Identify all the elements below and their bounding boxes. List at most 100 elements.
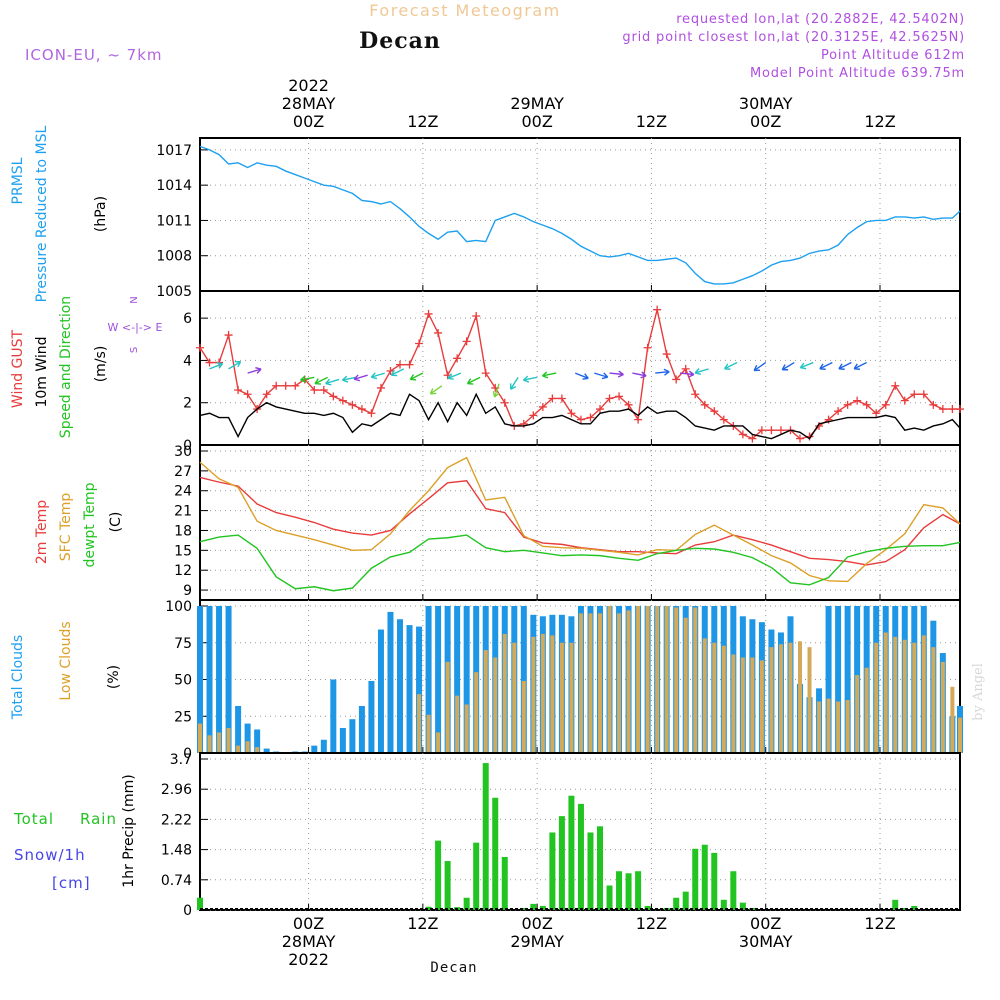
cloud-bar-low (721, 645, 726, 753)
cloud-bar-low (493, 657, 498, 753)
cloud-bar-low (912, 642, 917, 753)
cloud-bar-low (607, 606, 612, 753)
gust-marker (862, 400, 871, 409)
point-altitude: Point Altitude 612m (821, 48, 965, 63)
cloud-bar-low (693, 607, 698, 753)
precip-bar (197, 897, 203, 910)
precip-bar (720, 899, 727, 910)
cloud-bar-low (464, 704, 469, 753)
wind-arrow-head (819, 363, 826, 370)
cloud-bar-low (636, 606, 641, 753)
wind-arrow-head (234, 360, 242, 368)
cloud-bar-low (207, 735, 212, 753)
precip-bar (644, 905, 651, 910)
label-1hr-precip: 1hr Precip (mm) (121, 774, 137, 887)
cloud-bar-total (463, 606, 470, 753)
cloud-bar-total (197, 606, 203, 753)
precip-bar (482, 763, 489, 910)
gust-marker (900, 396, 909, 405)
gust-marker (672, 375, 681, 384)
precip-bar (501, 856, 508, 910)
precip-panel: 0 0.74 1.48 2.22 2.96 3.7 (161, 752, 961, 919)
label-dewpt-temp: dewpt Temp (82, 482, 98, 567)
label-cm: [cm] (52, 874, 91, 892)
precip-bar (549, 832, 556, 910)
cloud-bar-total (387, 611, 394, 753)
wind-arrow-head (255, 366, 262, 374)
wind-arrow-head (390, 369, 398, 377)
wind-arrow (838, 361, 852, 370)
gust-marker (776, 426, 785, 435)
cloud-bar-low (578, 613, 583, 753)
cloud-bar-total (254, 729, 261, 753)
series-line-prmsl (199, 145, 961, 285)
gust-marker (643, 343, 652, 352)
cloud-bar-low (845, 700, 850, 753)
cloud-bar-low (598, 613, 602, 753)
y-tick-label: 2.22 (161, 812, 192, 828)
precip-bar (444, 861, 451, 910)
wind-arrow-head (429, 388, 437, 395)
wind-arrow (632, 372, 647, 377)
y-tick-label: 1008 (156, 249, 192, 265)
wind-arrow-head (663, 368, 670, 376)
cloud-bar-low (902, 639, 907, 753)
gust-marker (338, 396, 347, 405)
cloud-bar-total (339, 728, 346, 753)
cloud-bar-low (836, 701, 841, 753)
wind-arrow-head (688, 370, 695, 378)
gust-marker (910, 390, 919, 399)
top-time-label: 2022 (288, 76, 329, 95)
gust-marker (310, 386, 319, 395)
cloud-bar-low (931, 647, 936, 753)
cloud-bar-low (864, 667, 869, 753)
cloud-bar-total (406, 625, 413, 753)
gust-marker (472, 312, 481, 321)
bottom-time-label: 00Z (521, 914, 552, 933)
wind-arrow-head (838, 363, 845, 370)
gust-marker (376, 383, 385, 392)
wind-arrow-head (799, 362, 807, 370)
gust-marker (738, 430, 747, 439)
cloud-bar-total (216, 606, 223, 753)
wind-arrow (467, 376, 481, 385)
gust-marker (291, 381, 300, 390)
wind-arrow-head (216, 362, 224, 369)
wind-arrow (371, 372, 385, 378)
precip-bar (911, 905, 918, 910)
cloud-bar-low (958, 717, 962, 753)
wind-arrow-head (466, 378, 474, 385)
wind-arrow (228, 361, 241, 370)
precip-bar (730, 871, 737, 910)
label-prmsl: PRMSL (10, 157, 26, 204)
cloud-bar-total (311, 745, 318, 753)
pressure-panel-labels: PRMSL Pressure Reduced to MSL (hPa) (10, 125, 109, 302)
cloud-bar-low (674, 607, 679, 753)
label-ms: (m/s) (93, 346, 109, 383)
bottom-time-label: 12Z (864, 914, 895, 933)
wind-arrow-head (853, 363, 861, 370)
wind-arrow-head (353, 374, 361, 382)
cloud-bar-low (702, 638, 707, 753)
top-time-label: 12Z (407, 112, 438, 131)
precip-bar (711, 852, 718, 910)
gust-marker (405, 360, 414, 369)
precip-bar (587, 832, 594, 910)
label-percent: (%) (106, 665, 122, 689)
cloud-bar-low (740, 657, 745, 753)
y-tick-label: 30 (174, 444, 192, 460)
gust-marker (796, 434, 804, 443)
precip-bar (701, 844, 708, 910)
gust-marker (767, 426, 776, 435)
gust-marker (367, 409, 376, 418)
y-tick-label: 0.74 (161, 873, 192, 889)
compass-south: S (129, 347, 140, 353)
watermark: by Angel (971, 663, 986, 721)
wind-arrow (523, 376, 538, 381)
gust-marker (557, 394, 566, 403)
cloud-bar-low (483, 650, 488, 753)
cloud-bar-total (844, 606, 851, 753)
wind-arrow-head (325, 378, 332, 386)
gust-marker (272, 381, 281, 390)
